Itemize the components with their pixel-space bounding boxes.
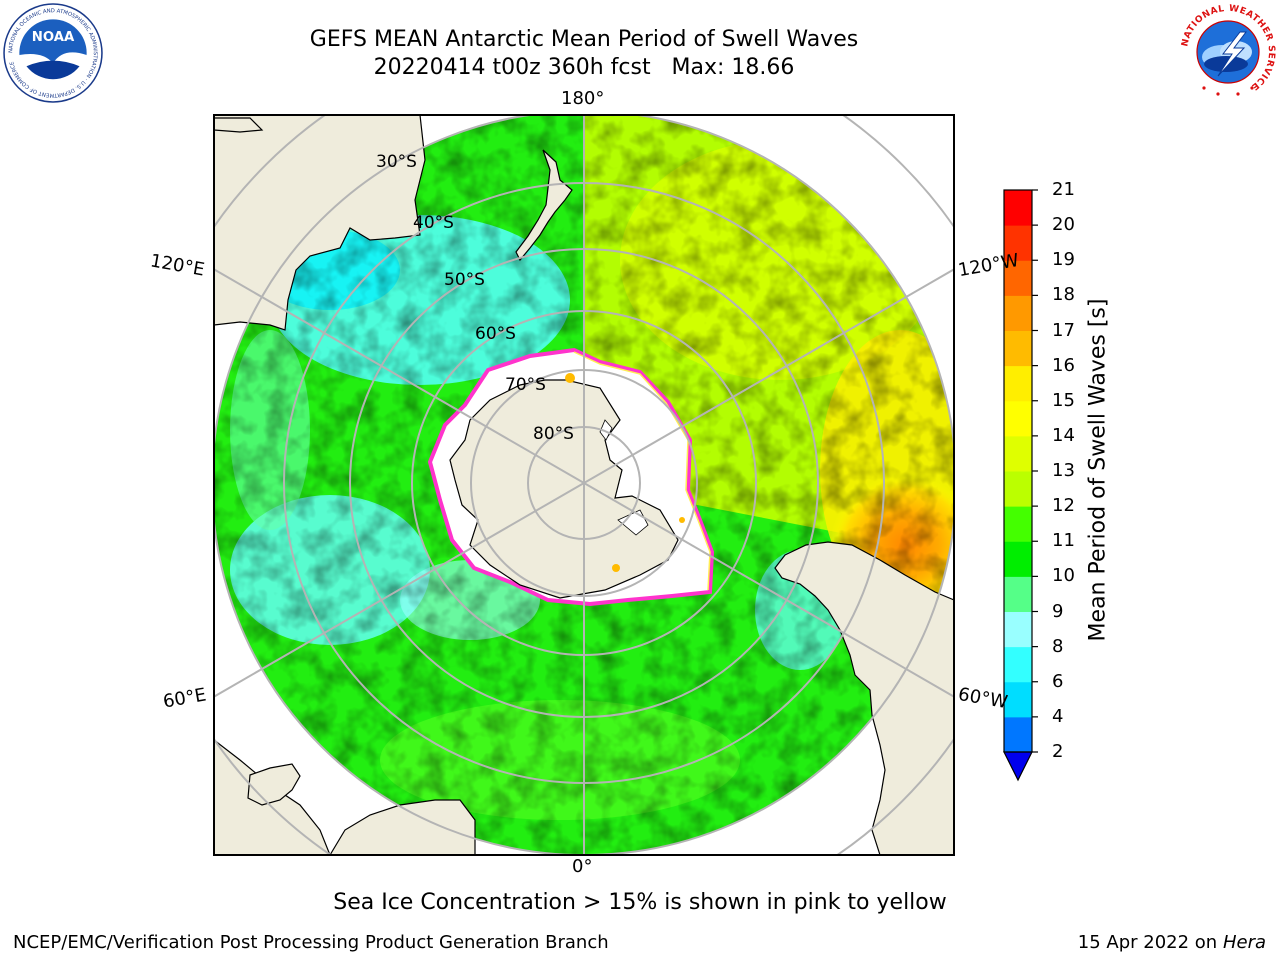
colorbar-tick-label: 10 bbox=[1052, 565, 1075, 587]
colorbar-segment bbox=[1004, 295, 1032, 331]
antarctica bbox=[427, 347, 715, 607]
colorbar-extend-arrow bbox=[1003, 751, 1033, 782]
nws-logo: NATIONAL WEATHER SERVICE bbox=[1180, 4, 1276, 100]
colorbar-tick-label: 13 bbox=[1052, 460, 1075, 481]
colorbar-segment bbox=[1004, 646, 1032, 683]
map-frame bbox=[213, 114, 955, 856]
colorbar-segment bbox=[1004, 506, 1032, 542]
noaa-logo: NOAA NATIONAL OCEANIC AND ATMOSPHERIC AD… bbox=[3, 3, 103, 103]
colorbar-segment bbox=[1004, 365, 1032, 402]
graticule bbox=[214, 115, 954, 855]
host-name: Hera bbox=[1222, 932, 1266, 953]
lat-label-80s: 80°S bbox=[533, 424, 574, 444]
colorbar-tick-label: 21 bbox=[1052, 179, 1075, 200]
colorbar-segment bbox=[1004, 576, 1032, 612]
colorbar-segment bbox=[1004, 611, 1032, 648]
colorbar-segment bbox=[1004, 260, 1032, 296]
colorbar-segment bbox=[1004, 190, 1032, 226]
date-text: 15 Apr 2022 on bbox=[1077, 932, 1223, 953]
colorbar-segment bbox=[1004, 716, 1032, 753]
lat-label-40s: 40°S bbox=[413, 213, 454, 233]
sea-ice-note: Sea Ice Concentration > 15% is shown in … bbox=[333, 890, 947, 915]
colorbar-tick-label: 16 bbox=[1052, 354, 1075, 376]
colorbar-segment bbox=[1004, 225, 1032, 261]
colorbar-segment bbox=[1004, 330, 1032, 367]
colorbar-tick-label: 11 bbox=[1052, 530, 1075, 552]
chart-title: GEFS MEAN Antarctic Mean Period of Swell… bbox=[309, 27, 859, 52]
colorbar-segment bbox=[1004, 681, 1032, 718]
colorbar-tick-label: 20 bbox=[1052, 214, 1075, 236]
colorbar-tick-label: 9 bbox=[1052, 600, 1064, 622]
colorbar-label: Mean Period of Swell Waves [s] bbox=[1085, 298, 1111, 642]
colorbar-tick-label: 17 bbox=[1052, 319, 1075, 341]
lon-label-180: 180° bbox=[561, 88, 605, 109]
colorbar-tick-label: 19 bbox=[1052, 249, 1075, 271]
chart-subtitle: 20220414 t00z 360h fcst Max: 18.66 bbox=[373, 55, 795, 80]
svg-text:NOAA: NOAA bbox=[32, 30, 75, 45]
colorbar bbox=[1003, 189, 1038, 782]
date-line: 15 Apr 2022 on Hera bbox=[1078, 932, 1266, 953]
colorbar-tick-label: 8 bbox=[1052, 635, 1064, 657]
colorbar-segment bbox=[1004, 471, 1032, 507]
colorbar-tick-label: 6 bbox=[1052, 670, 1064, 692]
colorbar-tick-label: 15 bbox=[1052, 389, 1075, 411]
colorbar-tick-label: 2 bbox=[1052, 741, 1064, 762]
credit-line: NCEP/EMC/Verification Post Processing Pr… bbox=[13, 932, 609, 953]
colorbar-tick-label: 4 bbox=[1052, 705, 1064, 727]
lat-label-50s: 50°S bbox=[444, 270, 485, 290]
colorbar-tick-label: 14 bbox=[1052, 424, 1075, 446]
colorbar-tick-label: 12 bbox=[1052, 495, 1075, 517]
colorbar-segment bbox=[1004, 541, 1032, 577]
lat-label-70s: 70°S bbox=[505, 375, 546, 395]
colorbar-segment bbox=[1004, 435, 1032, 472]
colorbar-segment bbox=[1004, 400, 1032, 437]
lat-label-60s: 60°S bbox=[475, 324, 516, 344]
lon-label-0: 0° bbox=[572, 856, 593, 877]
lat-label-30s: 30°S bbox=[376, 152, 417, 172]
colorbar-tick-label: 18 bbox=[1052, 284, 1075, 306]
